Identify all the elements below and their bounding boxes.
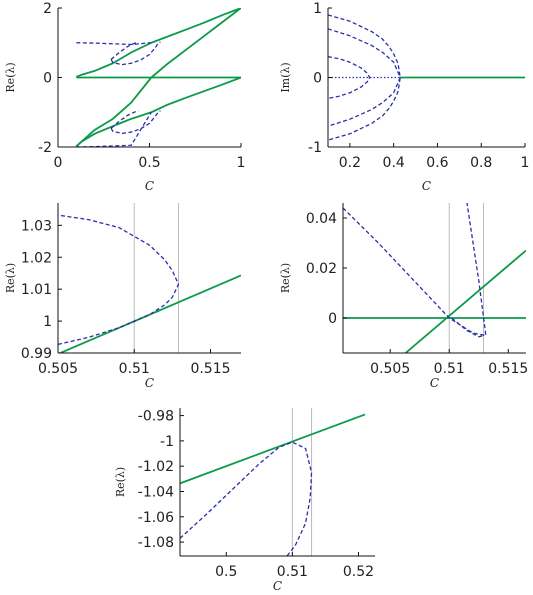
panel-p5: 0.5 0.51 0.52 -1.08 -1.06 -1.04 -1.02 -1 -0.98 C R… bbox=[114, 408, 375, 593]
x-tick-label: 0.505 bbox=[370, 361, 410, 377]
y-tick-label: 0 bbox=[313, 71, 322, 87]
x-tick-label: 0.52 bbox=[343, 564, 374, 580]
x-tick-label: 0.6 bbox=[426, 155, 448, 171]
y-tick-label: -1.08 bbox=[138, 535, 174, 551]
series-p5-1 bbox=[180, 441, 313, 556]
x-tick-label: 0.51 bbox=[434, 361, 465, 377]
series-p1-4 bbox=[76, 42, 152, 46]
x-axis-label: C bbox=[422, 179, 431, 193]
y-tick-label: 0.02 bbox=[306, 261, 337, 277]
x-tick-label: 0 bbox=[54, 155, 63, 171]
panel-p2: 0.2 0.4 0.6 0.8 1 -1 0 1 C Im(λ) bbox=[279, 1, 529, 193]
y-tick-label: -0.98 bbox=[138, 409, 174, 425]
series-p1-6 bbox=[110, 41, 161, 66]
x-tick-label: 0.51 bbox=[119, 361, 150, 377]
series-p2-4 bbox=[328, 28, 401, 127]
y-axis-label: Re(λ) bbox=[4, 263, 17, 293]
series-p1-9 bbox=[110, 110, 139, 129]
y-tick-label: -1 bbox=[160, 434, 174, 450]
x-tick-label: 0.515 bbox=[190, 361, 230, 377]
series-p5-0 bbox=[180, 413, 366, 485]
y-axis-label: Re(λ) bbox=[279, 263, 292, 293]
series-p3-1 bbox=[58, 214, 180, 346]
y-tick-label: 1.03 bbox=[21, 218, 52, 234]
y-tick-label: -1 bbox=[308, 140, 322, 156]
y-tick-label: -2 bbox=[38, 140, 52, 156]
panel-p4: 0.505 0.51 0.515 0 0.02 0.04 C Re(λ) bbox=[279, 203, 528, 390]
x-axis-label: C bbox=[430, 376, 439, 390]
series-p1-2 bbox=[75, 8, 241, 78]
series-p2-3 bbox=[328, 56, 371, 99]
series-p4-3 bbox=[451, 317, 485, 338]
y-tick-label: 1.01 bbox=[21, 282, 52, 298]
series-p4-1 bbox=[404, 249, 526, 353]
y-tick-label: 0.99 bbox=[21, 346, 52, 362]
y-tick-label: 2 bbox=[43, 1, 52, 17]
series-p1-3 bbox=[75, 76, 241, 147]
x-tick-label: 1 bbox=[237, 155, 246, 171]
y-axis-label: Re(λ) bbox=[4, 62, 17, 92]
y-tick-label: -1.02 bbox=[138, 459, 174, 475]
x-tick-label: 0.5 bbox=[215, 564, 237, 580]
series-p4-2 bbox=[343, 203, 487, 337]
x-axis-label: C bbox=[145, 179, 154, 193]
y-tick-label: -1.04 bbox=[138, 484, 174, 500]
x-tick-label: 0.505 bbox=[38, 361, 78, 377]
series-p1-5 bbox=[76, 111, 152, 147]
y-tick-label: -1.06 bbox=[138, 510, 174, 526]
y-tick-label: 1 bbox=[43, 314, 52, 330]
y-tick-label: 1.02 bbox=[21, 250, 52, 266]
y-tick-label: 0 bbox=[43, 71, 52, 87]
series-p1-7 bbox=[110, 110, 161, 135]
x-tick-label: 0.4 bbox=[383, 155, 405, 171]
series-p1-1 bbox=[75, 8, 241, 147]
x-tick-label: 0.51 bbox=[277, 564, 308, 580]
x-tick-label: 0.5 bbox=[138, 155, 160, 171]
y-axis-label: Re(λ) bbox=[114, 467, 127, 497]
y-tick-label: 0.04 bbox=[306, 211, 337, 227]
panel-p3: 0.505 0.51 0.515 0.99 1 1.01 1.02 1.03 C Re(λ) bbox=[4, 203, 241, 390]
x-tick-label: 0.8 bbox=[470, 155, 492, 171]
y-tick-label: 1 bbox=[313, 1, 322, 17]
x-tick-label: 0.2 bbox=[339, 155, 361, 171]
x-axis-label: C bbox=[145, 376, 154, 390]
series-p3-0 bbox=[58, 274, 241, 353]
y-tick-label: 0 bbox=[328, 311, 337, 327]
x-axis-label: C bbox=[273, 579, 282, 593]
x-tick-label: 0.515 bbox=[488, 361, 528, 377]
x-tick-label: 1 bbox=[521, 155, 530, 171]
series-p1-8 bbox=[110, 41, 139, 60]
y-axis-label: Im(λ) bbox=[279, 62, 292, 92]
